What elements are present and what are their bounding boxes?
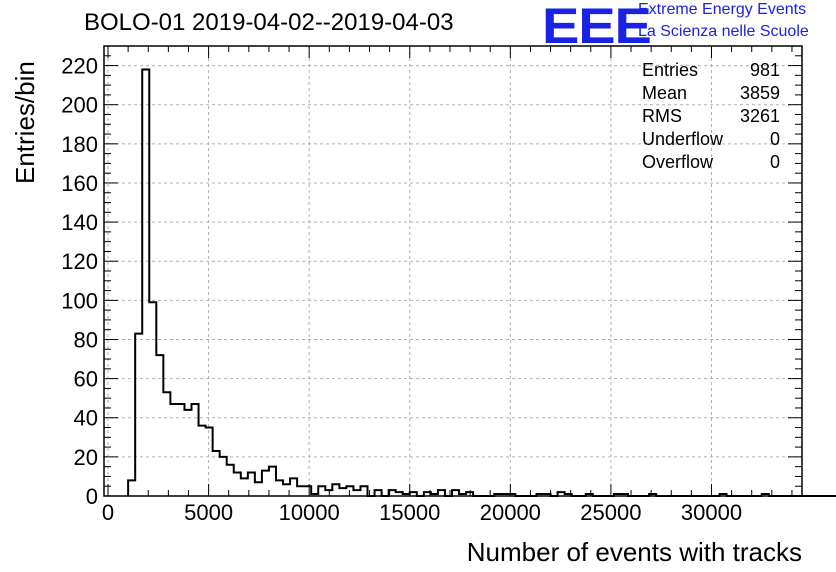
stat-value: 0	[769, 152, 780, 172]
y-axis-label-wrap: Entries/bin	[6, 0, 46, 572]
stat-row-entries: Entries 981	[642, 59, 780, 82]
stat-label: RMS	[642, 106, 682, 126]
logo-line-1: Extreme Energy Events	[638, 1, 807, 18]
y-tick-label: 100	[61, 288, 98, 313]
y-tick-label: 0	[86, 484, 98, 509]
stat-value: 0	[769, 129, 780, 149]
y-tick-label: 60	[74, 367, 98, 392]
x-tick-label: 10000	[279, 500, 340, 525]
histogram-outline	[127, 68, 836, 497]
chart-title: BOLO-01 2019-04-02--2019-04-03	[84, 9, 454, 36]
stat-value: 3261	[739, 106, 780, 126]
stats-box: Entries 981 Mean 3859 RMS 3261 Underflow…	[642, 59, 780, 174]
y-tick-label: 140	[61, 210, 98, 235]
stat-label: Mean	[642, 83, 688, 103]
x-tick-label: 15000	[379, 500, 440, 525]
x-tick-label: 20000	[480, 500, 541, 525]
y-axis-label: Entries/bin	[10, 61, 40, 184]
stat-row-mean: Mean 3859	[642, 82, 780, 105]
y-tick-label: 200	[61, 93, 98, 118]
y-tick-label: 20	[74, 445, 98, 470]
stat-label: Entries	[642, 60, 699, 80]
grid-lines	[104, 46, 802, 496]
stat-value: 981	[749, 60, 780, 80]
x-tick-label: 30000	[681, 500, 742, 525]
x-axis-label: Number of events with tracks	[466, 537, 802, 567]
y-tick-label: 180	[61, 132, 98, 157]
stat-row-rms: RMS 3261	[642, 105, 780, 128]
y-tick-label: 80	[74, 327, 98, 352]
stat-label: Overflow	[642, 152, 714, 172]
axis-ticks	[104, 45, 802, 497]
y-tick-label: 160	[61, 171, 98, 196]
x-tick-label: 5000	[184, 500, 233, 525]
histogram-plot	[127, 68, 836, 497]
stat-label: Underflow	[642, 129, 724, 149]
eee-logo-mark: EEE	[542, 0, 652, 54]
tick-labels: 0 5000 10000 15000 20000 25000 30000 0 20 40 60 80 1…	[61, 54, 742, 525]
stat-row-overflow: Overflow 0	[642, 151, 780, 174]
y-tick-label: 120	[61, 249, 98, 274]
x-tick-label: 0	[102, 500, 114, 525]
stat-value: 3859	[739, 83, 780, 103]
logo-line-2: La Scienza nelle Scuole	[638, 23, 809, 40]
stat-row-underflow: Underflow 0	[642, 128, 780, 151]
y-tick-label: 40	[74, 406, 98, 431]
x-tick-label: 25000	[580, 500, 641, 525]
y-tick-label: 220	[61, 54, 98, 79]
